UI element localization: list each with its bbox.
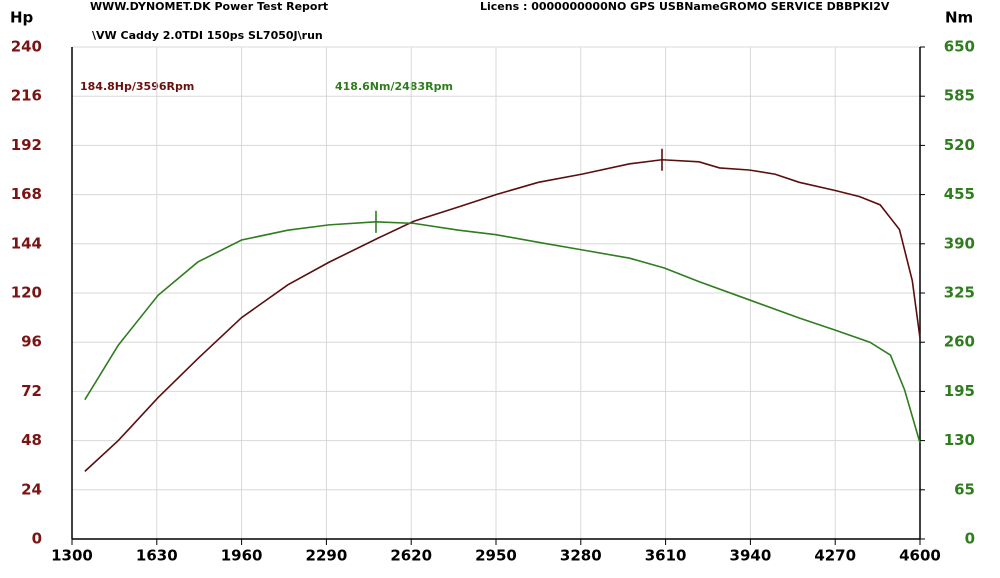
x-tick-label: 2950 [475, 547, 517, 565]
x-tick-label: 3280 [560, 547, 602, 565]
nm-peak-label: 418.6Nm/2483Rpm [335, 80, 453, 93]
y2-tick-label: 195 [944, 382, 975, 400]
y-tick-label: 24 [21, 480, 42, 498]
y-tick-label: 96 [21, 333, 42, 351]
hp-peak-label: 184.8Hp/3596Rpm [80, 80, 194, 93]
series-line [84, 158, 921, 472]
x-tick-label: 1960 [221, 547, 263, 565]
x-tick-label: 3610 [645, 547, 687, 565]
x-tick-label: 1300 [51, 547, 93, 565]
y-tick-label: 120 [11, 284, 42, 302]
y-tick-label: 240 [11, 38, 42, 56]
y-tick-label: 216 [11, 87, 42, 105]
x-tick-label: 4600 [899, 547, 941, 565]
y-tick-label: 144 [11, 234, 42, 252]
y2-tick-label: 260 [944, 333, 975, 351]
y2-tick-label: 390 [944, 234, 975, 252]
y2-tick-label: 585 [944, 87, 975, 105]
x-tick-label: 2620 [390, 547, 432, 565]
y-tick-label: 0 [32, 530, 42, 548]
x-tick-label: 2290 [306, 547, 348, 565]
y2-tick-label: 65 [954, 480, 975, 498]
y2-tick-label: 520 [944, 136, 975, 154]
chart-title: \VW Caddy 2.0TDI 150ps SL7050J\run [92, 29, 323, 42]
y2-tick-label: 455 [944, 185, 975, 203]
y-tick-label: 48 [21, 431, 42, 449]
series-line [84, 221, 921, 444]
y2-tick-label: 0 [965, 530, 975, 548]
x-tick-label: 4270 [814, 547, 856, 565]
y2-tick-label: 325 [944, 284, 975, 302]
y2-axis-label: Nm [945, 9, 973, 27]
y-tick-label: 72 [21, 382, 42, 400]
y2-tick-label: 650 [944, 38, 975, 56]
x-tick-label: 3940 [730, 547, 772, 565]
header-right: Licens : 0000000000NO GPS USBNameGROMO S… [480, 0, 890, 13]
header-left: WWW.DYNOMET.DK Power Test Report [90, 0, 328, 13]
y-tick-label: 192 [11, 136, 42, 154]
y2-tick-label: 130 [944, 431, 975, 449]
x-tick-label: 1630 [136, 547, 178, 565]
y-tick-label: 168 [11, 185, 42, 203]
y-axis-label: Hp [10, 9, 34, 27]
